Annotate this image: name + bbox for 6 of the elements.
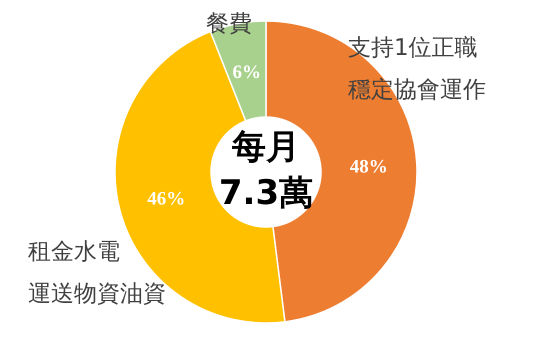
- data-label: 48%: [350, 156, 388, 178]
- text: 每月 7.3萬: [218, 127, 314, 213]
- data-label: 6%: [232, 62, 261, 83]
- slice-label: 租金水電運送物資油資: [28, 239, 166, 307]
- data-label: 46%: [147, 188, 186, 210]
- slice-label: 支持1位正職穩定協會運作: [348, 35, 486, 103]
